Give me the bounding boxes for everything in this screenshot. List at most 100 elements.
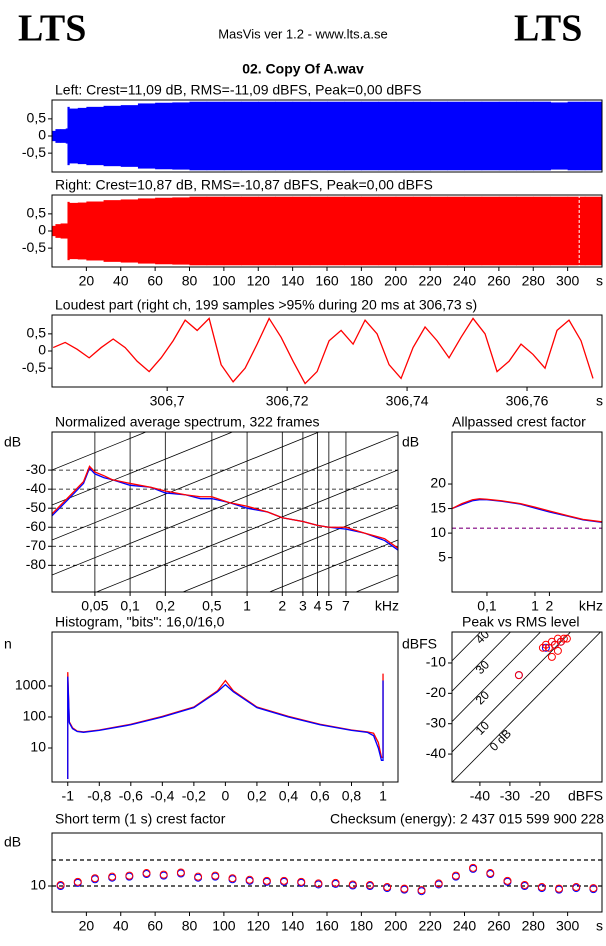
point xyxy=(469,863,478,872)
waveform-block xyxy=(258,196,276,266)
waveform-block xyxy=(60,129,67,143)
x-tick-label: 0 xyxy=(221,788,229,804)
waveform-block xyxy=(292,101,311,171)
series-line xyxy=(52,317,594,385)
plot-frame xyxy=(51,631,399,783)
x-axis-label: s xyxy=(596,273,603,289)
waveform-block xyxy=(223,196,242,266)
point xyxy=(589,884,598,893)
x-axis-label: kHz xyxy=(375,598,399,614)
waveform-block xyxy=(103,105,122,167)
waveform-block xyxy=(189,196,208,266)
x-tick-label: 220 xyxy=(418,918,442,934)
point xyxy=(56,880,65,889)
x-tick-label: 140 xyxy=(281,273,305,289)
waveform-block xyxy=(584,196,602,266)
waveform-block xyxy=(378,196,397,266)
y-tick-label: -20 xyxy=(426,684,446,700)
series-line xyxy=(52,465,398,549)
x-tick-label: 306,72 xyxy=(266,393,309,409)
x-tick-label: 280 xyxy=(522,273,546,289)
point xyxy=(142,869,151,878)
plot-frame xyxy=(51,314,603,388)
series-line xyxy=(67,672,384,779)
x-tick-label: 80 xyxy=(182,273,198,289)
x-tick-label: 306,7 xyxy=(150,393,185,409)
x-axis-label: kHz xyxy=(579,598,603,614)
waveform-block xyxy=(155,102,173,170)
point xyxy=(434,879,443,888)
waveform-block xyxy=(52,130,56,142)
x-tick-label: 306,74 xyxy=(386,393,429,409)
x-tick-label: 0,8 xyxy=(342,788,362,804)
crest-diagonal xyxy=(452,632,602,782)
waveform-block xyxy=(275,101,294,171)
point xyxy=(559,634,568,643)
y-axis-label: dB xyxy=(4,834,21,850)
point xyxy=(514,671,523,680)
x-tick-label: 200 xyxy=(384,918,408,934)
plot-frame xyxy=(51,194,603,268)
waveform-block xyxy=(292,196,311,266)
waveform-block xyxy=(275,196,294,266)
x-tick-label: -20 xyxy=(530,788,550,804)
y-tick-label: -40 xyxy=(26,480,46,496)
plot-area xyxy=(67,672,384,779)
waveform-block xyxy=(464,101,483,171)
x-tick-label: 0,2 xyxy=(156,598,176,614)
x-tick-label: 220 xyxy=(418,273,442,289)
point xyxy=(365,880,374,889)
diagonal-label: 20 xyxy=(473,688,493,708)
waveform-block xyxy=(189,101,208,171)
y-tick-label: -0,5 xyxy=(22,144,46,160)
annotation: Checksum (energy): 2 437 015 599 900 228 xyxy=(330,811,604,827)
point xyxy=(159,870,168,879)
waveform-block xyxy=(120,105,139,167)
x-tick-label: 80 xyxy=(182,918,198,934)
x-tick-label: 60 xyxy=(147,273,163,289)
y-tick-label: -0,5 xyxy=(22,359,46,375)
y-tick-label: -10 xyxy=(426,654,446,670)
x-tick-label: -0,4 xyxy=(150,788,174,804)
x-tick-label: 40 xyxy=(113,918,129,934)
y-tick-label: -30 xyxy=(26,461,46,477)
y-tick-label: 15 xyxy=(430,499,446,515)
x-tick-label: 260 xyxy=(487,273,511,289)
y-tick-label: 10 xyxy=(430,524,446,540)
waveform-block xyxy=(86,106,105,166)
point xyxy=(176,868,185,877)
point xyxy=(228,874,237,883)
waveform-block xyxy=(137,198,156,264)
waveform-block xyxy=(378,101,397,171)
point xyxy=(400,884,409,893)
x-tick-label: 60 xyxy=(147,918,163,934)
waveform-block xyxy=(137,103,156,169)
waveform-block xyxy=(533,196,551,266)
x-tick-label: 20 xyxy=(79,273,95,289)
x-tick-label: 1 xyxy=(531,598,539,614)
version: MasVis ver 1.2 - www.lts.a.se xyxy=(218,26,388,41)
x-tick-label: 120 xyxy=(247,273,271,289)
y-tick-label: 0 xyxy=(38,222,46,238)
waveform-block xyxy=(430,101,448,171)
x-tick-label: 0,1 xyxy=(120,598,140,614)
waveform-block xyxy=(67,106,70,166)
x-tick-label: 7 xyxy=(342,598,350,614)
point xyxy=(417,886,426,895)
waveform-block xyxy=(481,101,500,171)
panel-title: Loudest part (right ch, 199 samples >95%… xyxy=(55,297,477,313)
waveform-block xyxy=(464,196,483,266)
x-tick-label: -30 xyxy=(500,788,520,804)
waveform-block xyxy=(498,196,517,266)
y-axis-label: dBFS xyxy=(402,636,437,652)
x-tick-label: 0,6 xyxy=(310,788,330,804)
point xyxy=(348,880,357,889)
x-tick-label: 280 xyxy=(522,918,546,934)
point xyxy=(245,875,254,884)
point xyxy=(547,652,556,661)
point xyxy=(314,879,323,888)
crest-diagonal xyxy=(452,632,482,662)
y-tick-label: -80 xyxy=(26,556,46,572)
